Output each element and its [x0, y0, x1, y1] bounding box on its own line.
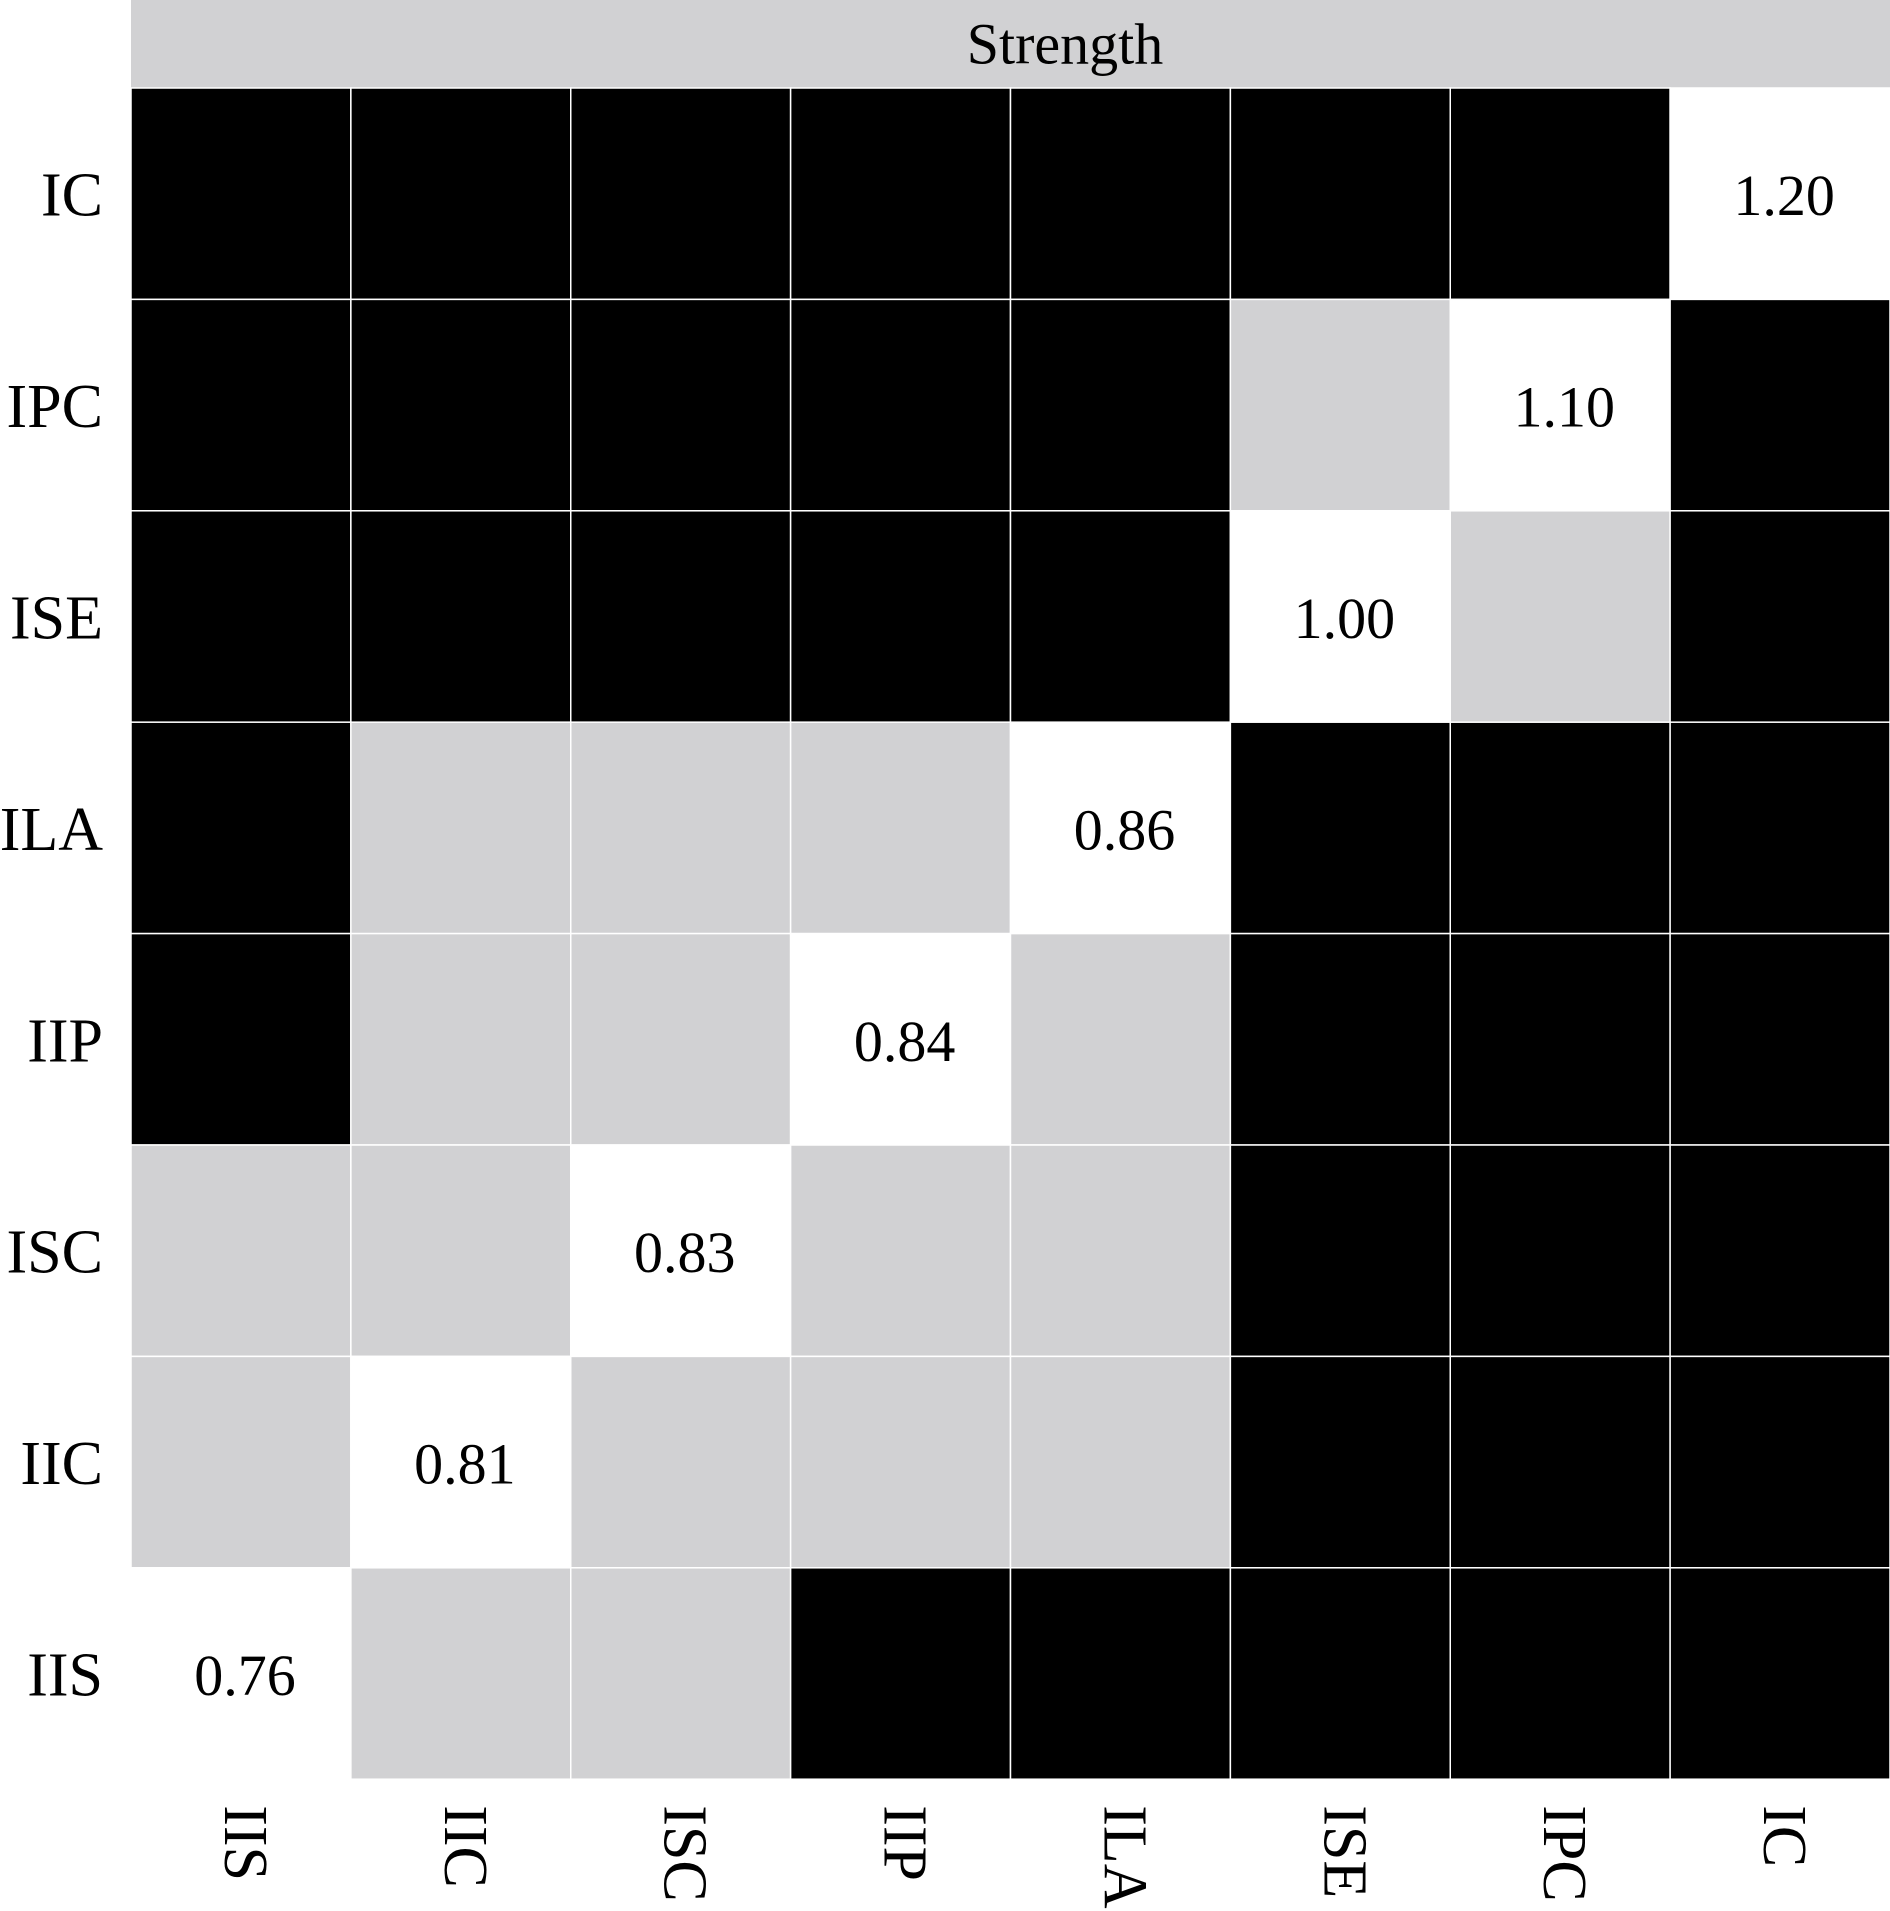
heatmap-cell-IPC-IIP [789, 298, 1012, 512]
heatmap-cell-IPC-ISE [1229, 298, 1451, 512]
heatmap-cell-ISC-IIS [130, 1144, 352, 1358]
heatmap-cell-IC-ILA [1009, 87, 1232, 301]
heatmap-cell-IIP-IPC [1449, 932, 1671, 1146]
heatmap-cell-IC-IC [1669, 87, 1890, 301]
heatmap-cell-IIP-IIS [130, 932, 352, 1146]
heatmap-cell-IIS-IIC [350, 1567, 572, 1780]
heatmap-cell-ILA-IIP [789, 721, 1012, 935]
column-label-IIC: IIC [431, 1805, 499, 1888]
cell-values: 1.20 1.10 1.00 0.86 0.84 0.83 0.81 0.76 [194, 163, 1835, 1708]
heatmap-cell-IIP-ISC [570, 932, 792, 1146]
cell-value-IIC: 0.81 [414, 1432, 516, 1497]
heatmap-cell-IIC-IIC [350, 1355, 572, 1569]
heatmap-cell-IIP-IIC [350, 932, 572, 1146]
heatmap-cell-IIS-IIS [130, 1567, 352, 1780]
heatmap-cell-IIS-IPC [1449, 1567, 1671, 1780]
cell-value-IC: 1.20 [1733, 163, 1835, 228]
heatmap-cell-ISE-IC [1669, 510, 1890, 723]
heatmap-cell-IIC-ISE [1229, 1355, 1451, 1569]
cell-value-IIS: 0.76 [194, 1643, 296, 1708]
heatmap-cell-IPC-IIS [130, 298, 352, 512]
heatmap-cell-ISC-IPC [1449, 1144, 1671, 1358]
heatmap-cell-IPC-ISC [570, 298, 792, 512]
cell-value-IPC: 1.10 [1513, 375, 1615, 440]
row-label-IIS: IIS [27, 1642, 103, 1710]
heatmap-cell-ILA-IIC [350, 721, 572, 935]
heatmap-cell-ISC-IIP [789, 1144, 1012, 1358]
heatmap-cell-IIP-ILA [1009, 932, 1232, 1146]
heatmap-cell-ILA-IC [1669, 721, 1890, 935]
column-label-ILA: ILA [1090, 1805, 1158, 1909]
heatmap-cell-IIP-ISE [1229, 932, 1451, 1146]
heatmap-cell-IC-IPC [1449, 87, 1671, 301]
column-label-IC: IC [1750, 1805, 1818, 1867]
row-label-IC: IC [41, 162, 103, 230]
row-label-ILA: ILA [0, 796, 103, 864]
column-label-IPC: IPC [1530, 1805, 1598, 1901]
row-label-ISE: ISE [10, 585, 103, 653]
column-label-IIP: IIP [871, 1805, 939, 1881]
heatmap-cell-ISE-ISC [570, 510, 792, 723]
heatmap-cell-IIP-IIP [789, 932, 1012, 1146]
row-label-IIP: IIP [27, 1007, 103, 1075]
heatmap-cell-ILA-ISE [1229, 721, 1451, 935]
heatmap-cell-IPC-IC [1669, 298, 1890, 512]
column-label-IIS: IIS [211, 1805, 279, 1881]
heatmap-cell-IIC-IIP [789, 1355, 1012, 1569]
heatmap-cell-IIC-ISC [570, 1355, 792, 1569]
heatmap-cell-ISC-ILA [1009, 1144, 1232, 1358]
column-labels: IIS IIC ISC IIP ILA ISE IPC IC [211, 1805, 1818, 1909]
heatmap-cell-IC-IIP [789, 87, 1012, 301]
heatmap-cell-ILA-ISC [570, 721, 792, 935]
heatmap-cell-IIS-IIP [789, 1567, 1012, 1780]
column-label-ISC: ISC [651, 1805, 719, 1901]
heatmap-cell-IIC-IIS [130, 1355, 352, 1569]
row-label-IPC: IPC [7, 373, 103, 441]
heatmap-cell-IIC-IPC [1449, 1355, 1671, 1569]
title-bar [131, 0, 1890, 88]
chart-title: Strength [967, 12, 1164, 77]
heatmap-cell-ISE-IIP [789, 510, 1012, 723]
heatmap-cell-ISE-IPC [1449, 510, 1671, 723]
row-label-IIC: IIC [20, 1430, 103, 1498]
heatmap-cell-IC-ISC [570, 87, 792, 301]
heatmap-cell-ILA-ILA [1009, 721, 1232, 935]
cell-value-ISC: 0.83 [634, 1220, 736, 1285]
cell-value-ILA: 0.86 [1074, 797, 1176, 862]
heatmap-cell-IC-IIC [350, 87, 572, 301]
heatmap-cell-ILA-IIS [130, 721, 352, 935]
cell-value-IIP: 0.84 [854, 1009, 956, 1074]
row-labels: IC IPC ISE ILA IIP ISC IIC IIS [0, 162, 103, 1710]
heatmap-cells [130, 87, 1890, 1780]
cell-value-ISE: 1.00 [1294, 586, 1396, 651]
heatmap-cell-IIC-ILA [1009, 1355, 1232, 1569]
heatmap-cell-IC-IIS [130, 87, 352, 301]
heatmap-cell-IC-ISE [1229, 87, 1451, 301]
heatmap-cell-IIP-IC [1669, 932, 1890, 1146]
heatmap-cell-ISE-ISE [1229, 510, 1451, 723]
heatmap-cell-IPC-IIC [350, 298, 572, 512]
heatmap-cell-ISC-ISC [570, 1144, 792, 1358]
heatmap-cell-IIS-ISE [1229, 1567, 1451, 1780]
heatmap-cell-IIS-ILA [1009, 1567, 1232, 1780]
heatmap-cell-ISE-IIS [130, 510, 352, 723]
heatmap-cell-ISC-IIC [350, 1144, 572, 1358]
heatmap-cell-IIS-IC [1669, 1567, 1890, 1780]
heatmap-cell-ISC-ISE [1229, 1144, 1451, 1358]
heatmap-cell-ILA-IPC [1449, 721, 1671, 935]
heatmap-cell-IIC-IC [1669, 1355, 1890, 1569]
heatmap-cell-IIS-ISC [570, 1567, 792, 1780]
heatmap-cell-ISE-IIC [350, 510, 572, 723]
heatmap-cell-ISC-IC [1669, 1144, 1890, 1358]
heatmap-cell-IPC-ILA [1009, 298, 1232, 512]
column-label-ISE: ISE [1310, 1805, 1378, 1898]
heatmap-cell-ISE-ILA [1009, 510, 1232, 723]
row-label-ISC: ISC [7, 1219, 103, 1287]
